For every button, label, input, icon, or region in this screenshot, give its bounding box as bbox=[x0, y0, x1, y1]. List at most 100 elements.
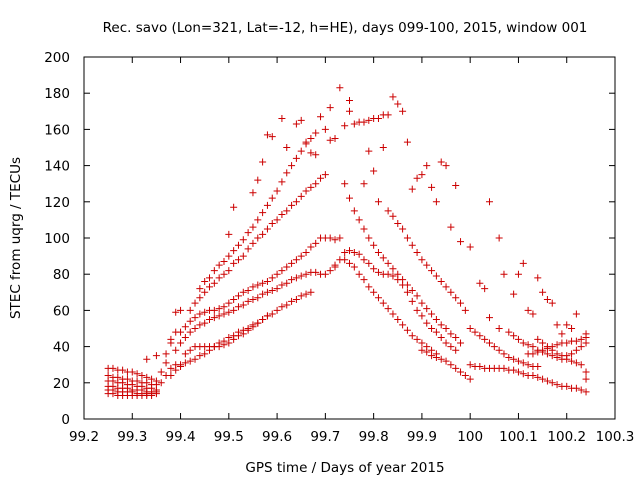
data-point bbox=[283, 279, 291, 287]
data-point bbox=[365, 259, 373, 267]
data-point bbox=[128, 368, 136, 376]
data-point bbox=[495, 325, 503, 332]
data-point bbox=[172, 366, 180, 374]
data-point bbox=[370, 288, 378, 296]
data-point bbox=[201, 288, 209, 296]
data-point bbox=[288, 259, 296, 267]
data-point bbox=[167, 364, 175, 372]
data-point bbox=[519, 259, 527, 267]
data-point bbox=[181, 359, 189, 367]
data-point bbox=[230, 247, 238, 255]
data-point bbox=[539, 346, 547, 354]
data-point bbox=[577, 386, 585, 394]
data-point bbox=[312, 180, 320, 188]
data-point bbox=[302, 187, 310, 195]
data-point bbox=[292, 120, 300, 128]
y-tick-label: 140 bbox=[44, 159, 70, 175]
data-point bbox=[244, 286, 252, 294]
data-point bbox=[384, 111, 392, 119]
data-point bbox=[278, 267, 286, 275]
data-point bbox=[191, 299, 199, 307]
data-point bbox=[423, 348, 431, 356]
data-point bbox=[259, 209, 267, 217]
data-point bbox=[553, 381, 561, 389]
data-point bbox=[582, 330, 590, 338]
data-point bbox=[331, 261, 339, 269]
data-point bbox=[558, 330, 566, 338]
data-point bbox=[234, 292, 242, 300]
data-point bbox=[403, 288, 411, 296]
data-point bbox=[355, 270, 363, 278]
data-point bbox=[336, 234, 344, 242]
data-point bbox=[288, 162, 296, 170]
data-point bbox=[273, 216, 281, 224]
data-point bbox=[206, 283, 214, 291]
data-point bbox=[428, 183, 436, 191]
y-tick-label: 60 bbox=[53, 303, 70, 319]
data-point bbox=[452, 334, 460, 342]
data-point bbox=[326, 234, 334, 242]
data-point bbox=[312, 239, 320, 247]
data-point bbox=[109, 390, 117, 398]
data-point bbox=[259, 279, 267, 287]
data-point bbox=[413, 174, 421, 182]
data-point bbox=[418, 339, 426, 347]
data-point bbox=[230, 306, 238, 314]
data-point bbox=[394, 315, 402, 323]
data-point bbox=[297, 292, 305, 300]
data-point bbox=[331, 236, 339, 244]
data-point bbox=[346, 247, 353, 255]
data-point bbox=[379, 144, 387, 151]
data-point bbox=[485, 198, 493, 206]
data-point bbox=[326, 104, 334, 112]
data-point bbox=[519, 339, 527, 347]
data-point bbox=[302, 290, 310, 298]
data-point bbox=[568, 325, 576, 332]
data-point bbox=[341, 256, 349, 264]
data-point bbox=[268, 194, 276, 202]
data-point bbox=[495, 234, 503, 242]
data-point bbox=[177, 306, 185, 314]
data-point bbox=[249, 323, 257, 331]
data-point bbox=[408, 332, 416, 340]
data-point bbox=[249, 283, 257, 291]
data-point bbox=[447, 330, 455, 338]
data-point bbox=[283, 144, 291, 151]
data-point bbox=[346, 107, 353, 115]
data-point bbox=[563, 321, 571, 329]
data-point bbox=[442, 325, 450, 332]
data-point bbox=[568, 350, 576, 358]
data-point bbox=[312, 268, 320, 276]
data-point bbox=[505, 353, 513, 361]
data-point bbox=[572, 310, 580, 318]
data-point bbox=[350, 263, 358, 271]
y-tick-label: 40 bbox=[53, 340, 70, 356]
x-tick-label: 99.7 bbox=[310, 429, 340, 445]
data-point bbox=[442, 339, 450, 347]
data-point bbox=[350, 248, 358, 256]
data-point bbox=[249, 223, 257, 231]
data-point bbox=[162, 350, 170, 358]
data-point bbox=[239, 236, 247, 244]
y-tick-label: 200 bbox=[44, 50, 70, 66]
data-point bbox=[360, 256, 368, 264]
x-tick-label: 99.3 bbox=[117, 429, 147, 445]
data-point bbox=[220, 341, 228, 349]
data-point bbox=[206, 274, 214, 282]
data-point bbox=[278, 281, 286, 289]
data-point bbox=[461, 372, 469, 380]
data-point bbox=[408, 297, 416, 305]
data-point bbox=[374, 268, 382, 276]
data-point bbox=[408, 185, 416, 193]
data-point bbox=[485, 339, 493, 347]
x-tick-label: 99.6 bbox=[262, 429, 292, 445]
data-point bbox=[428, 310, 436, 318]
data-point bbox=[466, 375, 474, 383]
x-tick-label: 99.9 bbox=[407, 429, 437, 445]
data-point bbox=[423, 305, 431, 313]
data-point bbox=[389, 310, 397, 318]
data-point bbox=[210, 267, 218, 275]
data-point bbox=[457, 368, 465, 376]
